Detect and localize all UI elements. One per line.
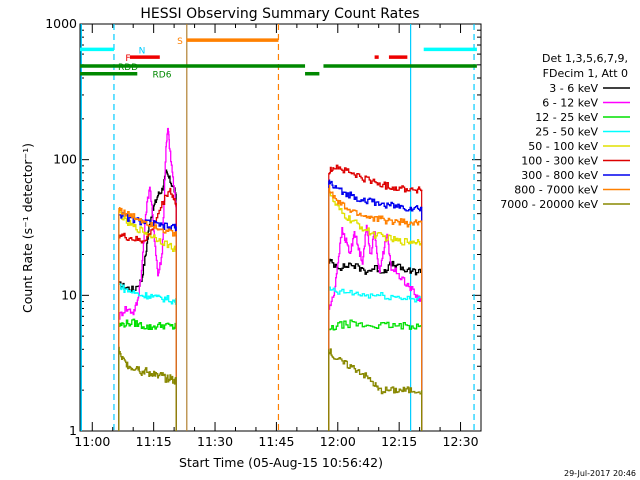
x-tick-label: 12:15 (381, 434, 417, 449)
flag-label: N (139, 46, 146, 56)
series-line (118, 318, 177, 331)
series-line (118, 346, 177, 385)
series-line (118, 283, 177, 305)
legend-entry-label: 25 - 50 keV (535, 126, 598, 139)
series-line (118, 207, 177, 253)
series-line (118, 212, 177, 233)
y-tick-labels: 1 10 100 1000 (45, 16, 77, 438)
flag-label: S (177, 37, 183, 47)
legend-header-1: Det 1,3,5,6,7,9, (542, 52, 628, 65)
series-line (328, 164, 423, 194)
series-line (118, 127, 177, 320)
x-tick-label: 12:30 (443, 434, 479, 449)
legend-entry-label: 300 - 800 keV (521, 169, 598, 182)
flag-label: RD6 (153, 71, 172, 81)
y-tick-label: 10 (61, 287, 77, 302)
data-series (118, 127, 423, 431)
legend-entry-label: 800 - 7000 keV (514, 184, 598, 197)
y-tick-label: 1000 (45, 16, 77, 31)
series-line (328, 319, 423, 331)
plot-frame (79, 23, 482, 432)
timestamp: 29-Jul-2017 20:46 (564, 469, 636, 478)
series-line (328, 224, 423, 310)
series-line (328, 286, 423, 303)
series-line (328, 258, 423, 276)
series-line (328, 179, 423, 212)
x-tick-label: 11:45 (258, 434, 294, 449)
chart-title: HESSI Observing Summary Count Rates (140, 6, 419, 22)
flag-label: RDD (118, 63, 138, 73)
legend-entry-label: 7000 - 20000 keV (500, 198, 598, 211)
legend-entry-label: 12 - 25 keV (535, 111, 598, 124)
series-line (328, 348, 423, 395)
legend: Det 1,3,5,6,7,9, FDecim 1, Att 0 3 - 6 k… (500, 52, 630, 211)
x-tick-label: 12:00 (320, 434, 356, 449)
x-axis-label: Start Time (05-Aug-15 10:56:42) (179, 455, 383, 470)
series-line (328, 184, 423, 228)
legend-header-2: FDecim 1, Att 0 (543, 67, 628, 80)
legend-entry-label: 3 - 6 keV (549, 82, 598, 95)
attenuator-markers (80, 24, 475, 431)
x-tick-label: 11:00 (74, 434, 110, 449)
x-tick-label: 11:15 (136, 434, 172, 449)
x-tick-labels: 11:00 11:15 11:30 11:45 12:00 12:15 12:30 (74, 434, 478, 449)
series-line (328, 191, 423, 246)
x-tick-label: 11:30 (197, 434, 233, 449)
y-tick-label: 1 (69, 423, 77, 438)
legend-entry-label: 6 - 12 keV (542, 97, 598, 110)
legend-entry-label: 100 - 300 keV (521, 155, 598, 168)
flag-label: F (125, 54, 130, 64)
y-axis-label: Count Rate (s⁻¹ detector⁻¹) (20, 143, 35, 313)
axis-ticks (80, 23, 481, 432)
y-tick-label: 100 (53, 152, 77, 167)
series-line (118, 207, 177, 237)
legend-entry-label: 50 - 100 keV (528, 140, 598, 153)
